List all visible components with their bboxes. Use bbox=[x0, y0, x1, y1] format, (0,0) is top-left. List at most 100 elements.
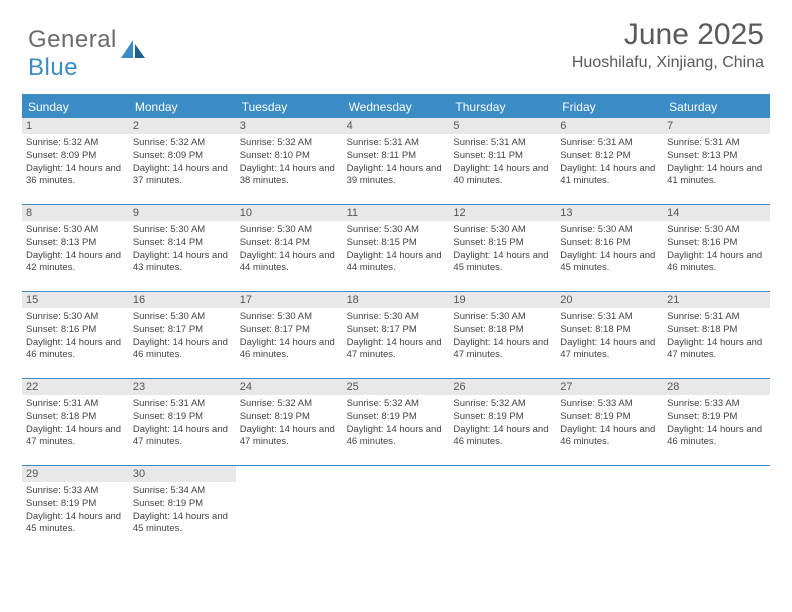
sunrise-line: Sunrise: 5:30 AM bbox=[240, 224, 339, 237]
day-cell: 27Sunrise: 5:33 AMSunset: 8:19 PMDayligh… bbox=[556, 379, 663, 465]
day-number: 2 bbox=[129, 118, 236, 134]
sunrise-line: Sunrise: 5:30 AM bbox=[26, 311, 125, 324]
day-cell: 22Sunrise: 5:31 AMSunset: 8:18 PMDayligh… bbox=[22, 379, 129, 465]
daylight-line: Daylight: 14 hours and 46 minutes. bbox=[26, 337, 125, 363]
sunset-line: Sunset: 8:11 PM bbox=[453, 150, 552, 163]
sunset-line: Sunset: 8:18 PM bbox=[560, 324, 659, 337]
day-number: 21 bbox=[663, 292, 770, 308]
sunrise-line: Sunrise: 5:30 AM bbox=[133, 224, 232, 237]
day-cell: 11Sunrise: 5:30 AMSunset: 8:15 PMDayligh… bbox=[343, 205, 450, 291]
sunrise-line: Sunrise: 5:30 AM bbox=[26, 224, 125, 237]
daylight-line: Daylight: 14 hours and 45 minutes. bbox=[133, 511, 232, 537]
day-cell: 7Sunrise: 5:31 AMSunset: 8:13 PMDaylight… bbox=[663, 118, 770, 204]
day-number: 28 bbox=[663, 379, 770, 395]
daylight-line: Daylight: 14 hours and 47 minutes. bbox=[560, 337, 659, 363]
daylight-line: Daylight: 14 hours and 47 minutes. bbox=[453, 337, 552, 363]
sunset-line: Sunset: 8:15 PM bbox=[347, 237, 446, 250]
day-cell: 14Sunrise: 5:30 AMSunset: 8:16 PMDayligh… bbox=[663, 205, 770, 291]
sunset-line: Sunset: 8:19 PM bbox=[453, 411, 552, 424]
sunrise-line: Sunrise: 5:31 AM bbox=[347, 137, 446, 150]
day-header: Sunday bbox=[22, 96, 129, 118]
day-number: 5 bbox=[449, 118, 556, 134]
sunrise-line: Sunrise: 5:31 AM bbox=[453, 137, 552, 150]
sunset-line: Sunset: 8:14 PM bbox=[133, 237, 232, 250]
day-cell: 30Sunrise: 5:34 AMSunset: 8:19 PMDayligh… bbox=[129, 466, 236, 552]
month-title: June 2025 bbox=[572, 18, 764, 52]
day-cell: 8Sunrise: 5:30 AMSunset: 8:13 PMDaylight… bbox=[22, 205, 129, 291]
sunset-line: Sunset: 8:10 PM bbox=[240, 150, 339, 163]
sunrise-line: Sunrise: 5:33 AM bbox=[667, 398, 766, 411]
day-cell: 15Sunrise: 5:30 AMSunset: 8:16 PMDayligh… bbox=[22, 292, 129, 378]
day-cell: 17Sunrise: 5:30 AMSunset: 8:17 PMDayligh… bbox=[236, 292, 343, 378]
daylight-line: Daylight: 14 hours and 45 minutes. bbox=[453, 250, 552, 276]
title-block: June 2025 Huoshilafu, Xinjiang, China bbox=[572, 18, 764, 72]
daylight-line: Daylight: 14 hours and 41 minutes. bbox=[667, 163, 766, 189]
location-subtitle: Huoshilafu, Xinjiang, China bbox=[572, 54, 764, 72]
daylight-line: Daylight: 14 hours and 45 minutes. bbox=[560, 250, 659, 276]
day-cell: 23Sunrise: 5:31 AMSunset: 8:19 PMDayligh… bbox=[129, 379, 236, 465]
sunrise-line: Sunrise: 5:31 AM bbox=[560, 137, 659, 150]
daylight-line: Daylight: 14 hours and 41 minutes. bbox=[560, 163, 659, 189]
day-cell: 24Sunrise: 5:32 AMSunset: 8:19 PMDayligh… bbox=[236, 379, 343, 465]
daylight-line: Daylight: 14 hours and 39 minutes. bbox=[347, 163, 446, 189]
logo-word-2: Blue bbox=[28, 54, 78, 81]
day-cell bbox=[663, 466, 770, 552]
day-number: 3 bbox=[236, 118, 343, 134]
day-number: 14 bbox=[663, 205, 770, 221]
daylight-line: Daylight: 14 hours and 46 minutes. bbox=[347, 424, 446, 450]
sunset-line: Sunset: 8:09 PM bbox=[133, 150, 232, 163]
day-number: 25 bbox=[343, 379, 450, 395]
sunrise-line: Sunrise: 5:31 AM bbox=[667, 311, 766, 324]
calendar-week: 22Sunrise: 5:31 AMSunset: 8:18 PMDayligh… bbox=[22, 379, 770, 466]
daylight-line: Daylight: 14 hours and 36 minutes. bbox=[26, 163, 125, 189]
sunrise-line: Sunrise: 5:30 AM bbox=[667, 224, 766, 237]
day-cell: 6Sunrise: 5:31 AMSunset: 8:12 PMDaylight… bbox=[556, 118, 663, 204]
day-number: 26 bbox=[449, 379, 556, 395]
daylight-line: Daylight: 14 hours and 44 minutes. bbox=[347, 250, 446, 276]
day-number: 22 bbox=[22, 379, 129, 395]
sunrise-line: Sunrise: 5:30 AM bbox=[560, 224, 659, 237]
day-cell: 9Sunrise: 5:30 AMSunset: 8:14 PMDaylight… bbox=[129, 205, 236, 291]
day-cell: 5 Sunrise: 5:31 AMSunset: 8:11 PMDaylight… bbox=[449, 118, 556, 204]
daylight-line: Daylight: 14 hours and 46 minutes. bbox=[667, 424, 766, 450]
day-number: 4 bbox=[343, 118, 450, 134]
sunset-line: Sunset: 8:14 PM bbox=[240, 237, 339, 250]
sunset-line: Sunset: 8:19 PM bbox=[240, 411, 339, 424]
day-number: 30 bbox=[129, 466, 236, 482]
day-number: 7 bbox=[663, 118, 770, 134]
daylight-line: Daylight: 14 hours and 40 minutes. bbox=[453, 163, 552, 189]
logo-text: General Blue bbox=[28, 26, 117, 82]
sunrise-line: Sunrise: 5:31 AM bbox=[560, 311, 659, 324]
sunset-line: Sunset: 8:18 PM bbox=[667, 324, 766, 337]
day-number: 16 bbox=[129, 292, 236, 308]
day-number: 13 bbox=[556, 205, 663, 221]
sunset-line: Sunset: 8:19 PM bbox=[347, 411, 446, 424]
sunset-line: Sunset: 8:13 PM bbox=[26, 237, 125, 250]
day-number: 24 bbox=[236, 379, 343, 395]
calendar-body: 1Sunrise: 5:32 AMSunset: 8:09 PMDaylight… bbox=[22, 118, 770, 552]
sunset-line: Sunset: 8:18 PM bbox=[453, 324, 552, 337]
logo: General Blue bbox=[28, 26, 147, 82]
sunset-line: Sunset: 8:13 PM bbox=[667, 150, 766, 163]
calendar-week: 15Sunrise: 5:30 AMSunset: 8:16 PMDayligh… bbox=[22, 292, 770, 379]
sunset-line: Sunset: 8:15 PM bbox=[453, 237, 552, 250]
sunset-line: Sunset: 8:18 PM bbox=[26, 411, 125, 424]
day-cell: 4Sunrise: 5:31 AMSunset: 8:11 PMDaylight… bbox=[343, 118, 450, 204]
sunset-line: Sunset: 8:16 PM bbox=[560, 237, 659, 250]
day-number: 18 bbox=[343, 292, 450, 308]
day-number: 20 bbox=[556, 292, 663, 308]
day-header: Tuesday bbox=[236, 96, 343, 118]
sunrise-line: Sunrise: 5:32 AM bbox=[133, 137, 232, 150]
sunset-line: Sunset: 8:12 PM bbox=[560, 150, 659, 163]
day-cell: 10Sunrise: 5:30 AMSunset: 8:14 PMDayligh… bbox=[236, 205, 343, 291]
daylight-line: Daylight: 14 hours and 46 minutes. bbox=[560, 424, 659, 450]
day-header: Friday bbox=[556, 96, 663, 118]
header: General Blue June 2025 Huoshilafu, Xinji… bbox=[0, 0, 792, 86]
sunrise-line: Sunrise: 5:33 AM bbox=[26, 485, 125, 498]
day-cell: 25Sunrise: 5:32 AMSunset: 8:19 PMDayligh… bbox=[343, 379, 450, 465]
sunset-line: Sunset: 8:19 PM bbox=[26, 498, 125, 511]
day-cell: 2Sunrise: 5:32 AMSunset: 8:09 PMDaylight… bbox=[129, 118, 236, 204]
daylight-line: Daylight: 14 hours and 47 minutes. bbox=[26, 424, 125, 450]
sunrise-line: Sunrise: 5:31 AM bbox=[133, 398, 232, 411]
logo-word-1: General bbox=[28, 26, 117, 53]
